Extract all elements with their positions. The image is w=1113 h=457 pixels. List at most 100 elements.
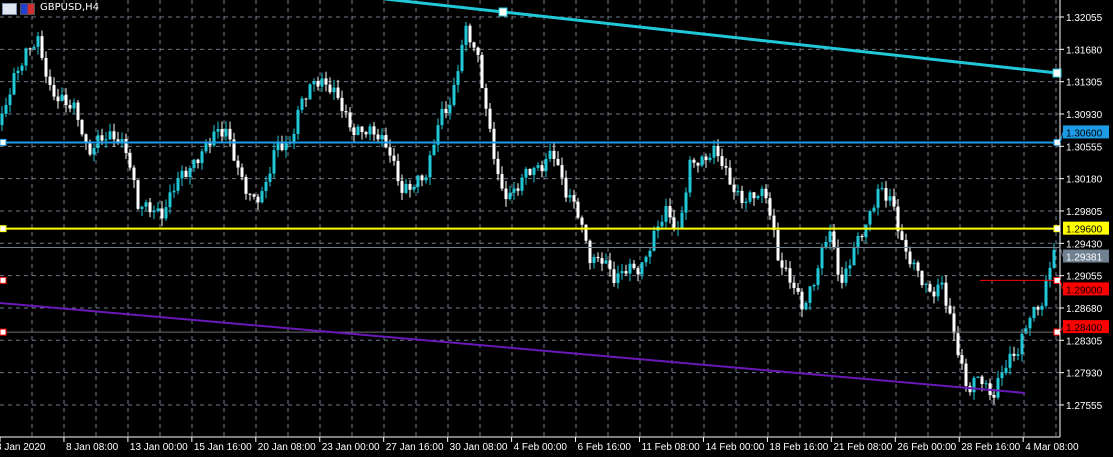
bull-candle [856, 236, 860, 248]
bear-candle [800, 291, 804, 310]
bear-candle [832, 231, 836, 248]
hline-price-label-bg [1063, 221, 1109, 235]
time-tick-label: 20 Jan 08:00 [258, 442, 316, 453]
bear-candle [304, 98, 308, 100]
bull-candle [200, 151, 204, 164]
time-tick-label: 27 Jan 16:00 [386, 442, 444, 453]
bull-candle [456, 71, 460, 85]
bull-candle [1032, 306, 1036, 319]
bear-candle [68, 105, 72, 109]
price-tick-label: 1.29430 [1066, 239, 1103, 250]
bear-candle [480, 54, 484, 89]
time-tick-label: 3 Jan 2020 [0, 442, 46, 453]
bear-candle [344, 111, 348, 113]
bull-candle [756, 196, 760, 199]
bull-candle [848, 265, 852, 269]
bull-candle [736, 190, 740, 193]
bull-candle [972, 377, 976, 393]
bear-candle [672, 217, 676, 229]
bear-candle [780, 260, 784, 268]
hline-price-label: 1.29600 [1066, 225, 1103, 236]
bear-candle [588, 240, 592, 264]
bull-candle [140, 206, 144, 209]
bear-candle [752, 192, 756, 199]
bull-candle [404, 183, 408, 193]
bull-candle [300, 98, 304, 110]
bull-candle [188, 168, 192, 178]
bull-candle [224, 128, 228, 137]
bear-candle [408, 183, 412, 190]
hline-handle-left [0, 328, 7, 336]
bear-candle [904, 239, 908, 252]
trendline-resistance [384, 0, 1058, 75]
bear-candle [944, 282, 948, 306]
bear-candle [396, 160, 400, 182]
hline-handle-right [1053, 276, 1061, 284]
bull-candle [1024, 328, 1028, 334]
bull-candle [448, 104, 452, 113]
bear-candle [256, 196, 260, 203]
bear-candle [220, 129, 224, 137]
bull-candle [744, 201, 748, 203]
time-tick-label: 6 Feb 16:00 [578, 442, 632, 453]
bull-candle [548, 150, 552, 159]
bear-candle [836, 247, 840, 275]
bull-candle [296, 109, 300, 134]
bear-candle [576, 201, 580, 218]
bear-candle [324, 78, 328, 85]
current-price-label-leader [1059, 247, 1064, 257]
bull-candle [108, 131, 112, 140]
bear-candle [908, 251, 912, 265]
bull-candle [708, 157, 712, 161]
bear-candle [488, 108, 492, 129]
bull-candle [996, 378, 1000, 398]
bull-candle [276, 143, 280, 151]
bull-candle [1008, 353, 1012, 368]
bear-candle [696, 162, 700, 166]
bull-candle [460, 44, 464, 72]
bear-candle [476, 47, 480, 55]
bull-candle [664, 206, 668, 222]
bull-candle [1044, 279, 1048, 306]
hline-handle-right [1053, 328, 1061, 336]
hline-price-label: 1.29000 [1066, 285, 1103, 296]
hline-handle-left [0, 276, 7, 284]
bull-candle [412, 186, 416, 190]
price-tick-label: 1.32055 [1066, 13, 1103, 24]
time-tick-label: 13 Jan 00:00 [130, 442, 188, 453]
bear-candle [932, 291, 936, 297]
price-tick-label: 1.29805 [1066, 207, 1103, 218]
bull-candle [592, 256, 596, 264]
price-tick-label: 1.29055 [1066, 272, 1103, 283]
bear-candle [732, 184, 736, 193]
bull-candle [544, 158, 548, 172]
bear-candle [920, 270, 924, 286]
bear-candle [124, 139, 128, 153]
bear-candle [792, 282, 796, 289]
time-tick-label: 30 Jan 08:00 [450, 442, 508, 453]
bull-candle [1040, 305, 1044, 310]
symbol-flag-icon [20, 3, 35, 15]
bull-candle [940, 282, 944, 285]
bear-candle [560, 165, 564, 178]
bear-candle [596, 256, 600, 259]
bear-candle [740, 190, 744, 203]
bear-candle [892, 196, 896, 207]
bull-candle [684, 192, 688, 213]
bear-candle [88, 142, 92, 155]
bull-candle [868, 211, 872, 225]
bear-candle [392, 155, 396, 161]
bear-candle [336, 87, 340, 98]
price-tick-label: 1.27930 [1066, 369, 1103, 380]
bear-candle [540, 165, 544, 172]
bear-candle [980, 376, 984, 385]
hline-price-label-leader [1059, 280, 1064, 290]
bear-candle [528, 168, 532, 175]
hline-handle-left [0, 138, 7, 146]
current-price-label-bg [1063, 249, 1109, 263]
bear-candle [400, 181, 404, 193]
bull-candle [844, 268, 848, 283]
bull-candle [204, 143, 208, 152]
bear-candle [240, 167, 244, 177]
